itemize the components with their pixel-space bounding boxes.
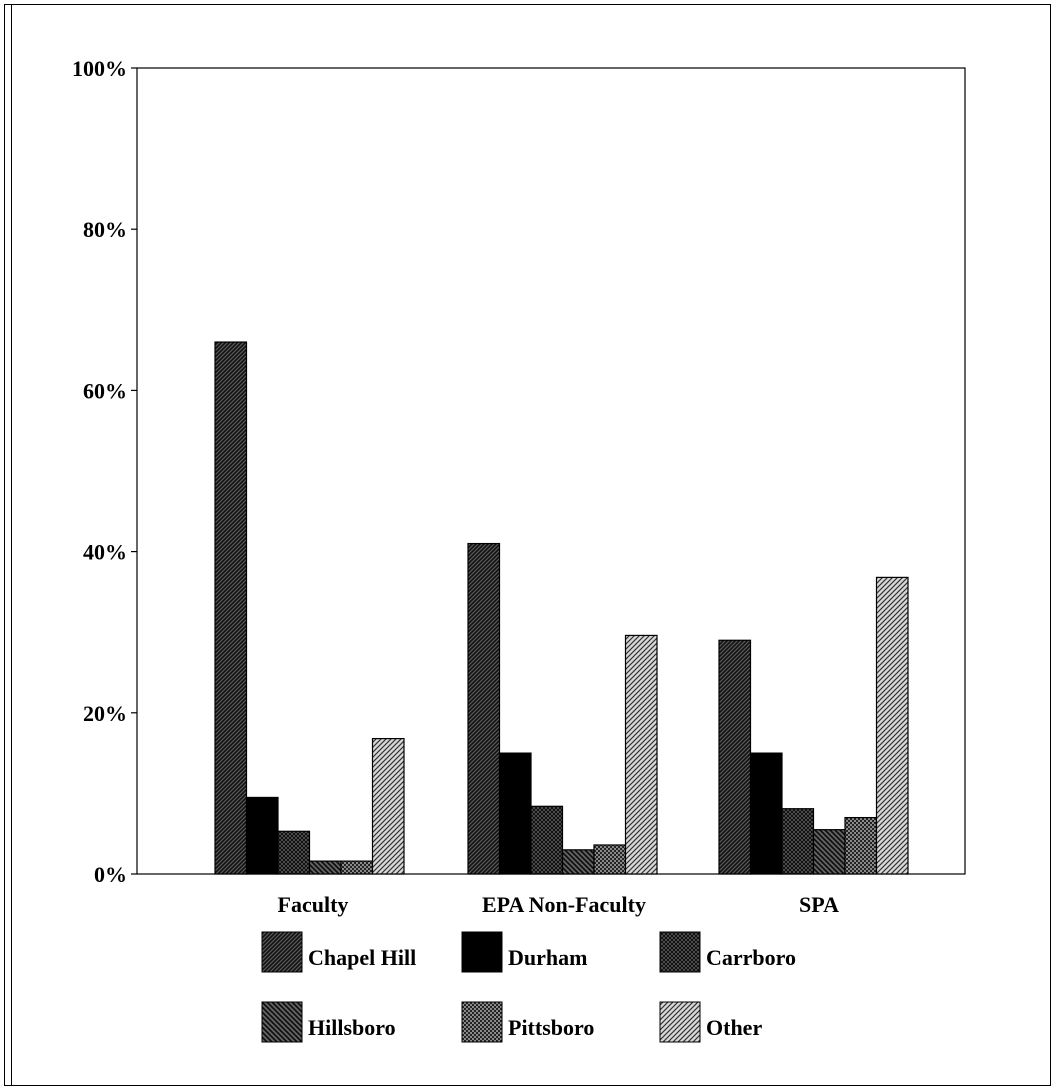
bar-pittsboro-epa-non-faculty <box>593 844 627 875</box>
y-axis: 0% 20% 40% 60% 80% 100% <box>72 56 137 887</box>
x-axis: Faculty EPA Non-Faculty SPA <box>278 892 840 917</box>
frame-double-line <box>11 5 12 1085</box>
bar-durham-epa-non-faculty <box>498 752 532 875</box>
y-tick-label: 80% <box>83 217 127 242</box>
legend-swatch-other <box>659 1001 701 1043</box>
legend-label-other: Other <box>706 1015 762 1040</box>
y-tick-label: 20% <box>83 701 127 726</box>
x-category-label: Faculty <box>278 892 349 917</box>
legend-swatch-chapel-hill <box>261 931 303 973</box>
bar-other-epa-non-faculty <box>624 634 658 875</box>
x-category-label: EPA Non-Faculty <box>482 892 646 917</box>
bar-chapel-hill-spa <box>718 639 752 875</box>
legend-label-carrboro: Carrboro <box>706 945 796 970</box>
bar-chapel-hill-epa-non-faculty <box>467 542 501 875</box>
plot-area <box>136 67 966 875</box>
bar-hillsboro-spa <box>812 829 846 875</box>
bar-other-spa <box>875 576 909 875</box>
bar-carrboro-faculty <box>277 830 311 875</box>
y-tick-label: 0% <box>94 862 127 887</box>
bar-hillsboro-faculty <box>308 860 342 875</box>
legend-label-durham: Durham <box>508 945 587 970</box>
bar-hillsboro-epa-non-faculty <box>561 849 595 875</box>
legend-swatch-pittsboro <box>461 1001 503 1043</box>
legend-swatch-durham <box>461 931 503 973</box>
legend-swatch-carrboro <box>659 931 701 973</box>
bar-carrboro-spa <box>781 808 815 875</box>
legend-swatch-hillsboro <box>261 1001 303 1043</box>
legend-label-hillsboro: Hillsboro <box>308 1015 396 1040</box>
bars <box>214 341 909 875</box>
bar-durham-spa <box>749 752 783 875</box>
bar-durham-faculty <box>245 796 279 875</box>
bar-carrboro-epa-non-faculty <box>530 805 564 875</box>
y-tick-label: 40% <box>83 540 127 565</box>
bar-other-faculty <box>371 737 405 875</box>
y-tick-label: 100% <box>72 56 127 81</box>
x-category-label: SPA <box>799 892 839 917</box>
y-tick-label: 60% <box>83 378 127 403</box>
legend: Chapel Hill Durham Carrboro Hillsboro Pittsb… <box>261 931 796 1043</box>
bar-chapel-hill-faculty <box>214 341 248 875</box>
bar-pittsboro-faculty <box>340 860 374 875</box>
legend-label-chapel-hill: Chapel Hill <box>308 945 416 970</box>
chart-frame <box>4 4 1051 1086</box>
bar-pittsboro-spa <box>844 816 878 875</box>
legend-label-pittsboro: Pittsboro <box>508 1015 594 1040</box>
